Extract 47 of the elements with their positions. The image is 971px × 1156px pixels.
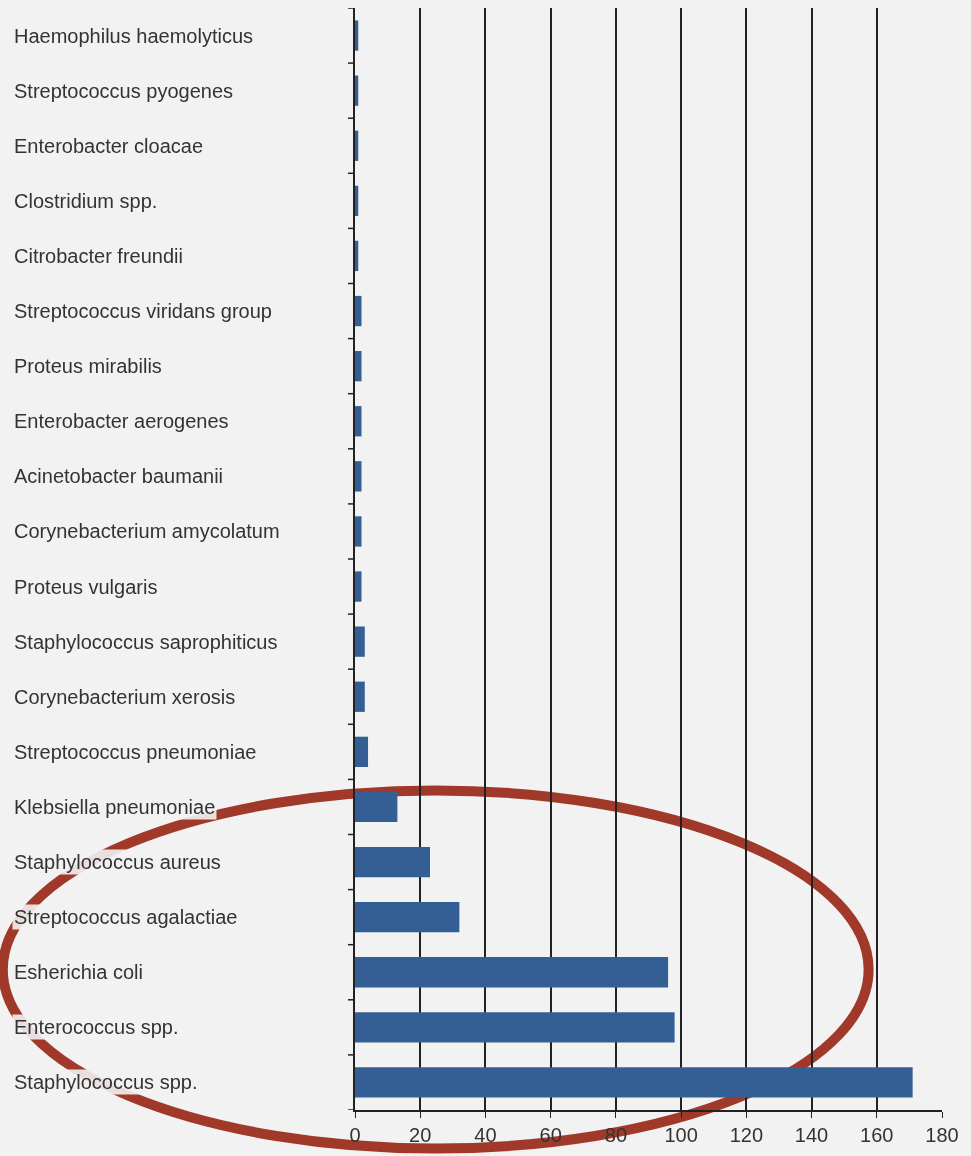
bar xyxy=(355,626,365,657)
bar xyxy=(355,185,359,216)
bar xyxy=(355,681,365,712)
y-tick-label: Enterobacter cloacae xyxy=(14,135,204,157)
bar xyxy=(355,351,362,382)
bar xyxy=(355,240,359,272)
x-tick-label: 20 xyxy=(409,1123,432,1146)
y-tick-label: Acinetobacter baumanii xyxy=(14,465,224,487)
y-tick-label: Proteus mirabilis xyxy=(14,355,162,377)
bar xyxy=(355,295,362,327)
x-tick-label: 160 xyxy=(860,1123,894,1146)
y-tick-label: Citrobacter freundii xyxy=(14,245,183,267)
bar xyxy=(355,902,460,933)
y-tick-label: Enterobacter aerogenes xyxy=(14,410,229,432)
x-tick-label: 180 xyxy=(925,1123,959,1146)
bar xyxy=(355,791,398,823)
y-tick-label: Streptococcus viridans group xyxy=(14,300,272,322)
x-tick-label: 40 xyxy=(474,1123,497,1146)
y-tick-label: Clostridium spp. xyxy=(14,190,158,212)
y-tick-label: Streptococcus pyogenes xyxy=(14,80,234,102)
x-tick-label: 120 xyxy=(729,1123,764,1146)
bar xyxy=(355,516,362,547)
y-tick-label: Streptococcus pneumoniae xyxy=(14,741,257,763)
y-tick-label: Corynebacterium amycolatum xyxy=(14,520,280,542)
y-tick-label: Enterococcus spp. xyxy=(14,1016,179,1038)
bar xyxy=(355,406,362,437)
y-tick-label: Corynebacterium xerosis xyxy=(14,686,236,708)
bar xyxy=(355,736,369,767)
bar xyxy=(355,461,362,492)
x-tick-label: 140 xyxy=(794,1123,829,1146)
bar xyxy=(355,571,362,602)
bar xyxy=(355,957,669,988)
y-tick-label: Esherichia coli xyxy=(14,961,143,983)
x-tick-label: 100 xyxy=(664,1123,698,1146)
bar xyxy=(355,846,431,878)
bar xyxy=(355,1067,913,1098)
bar xyxy=(355,75,359,106)
bar xyxy=(355,1012,675,1043)
y-tick-label: Staphylococcus saprophiticus xyxy=(14,631,278,653)
y-tick-label: Staphylococcus spp. xyxy=(14,1071,198,1093)
y-tick-label: Streptococcus agalactiae xyxy=(14,906,238,928)
y-tick-label: Haemophilus haemolyticus xyxy=(14,25,254,47)
bar xyxy=(355,20,359,51)
bar xyxy=(355,130,359,161)
y-tick-label: Staphylococcus aureus xyxy=(14,851,221,873)
y-tick-label: Klebsiella pneumoniae xyxy=(14,796,216,818)
y-tick-label: Proteus vulgaris xyxy=(14,576,158,598)
